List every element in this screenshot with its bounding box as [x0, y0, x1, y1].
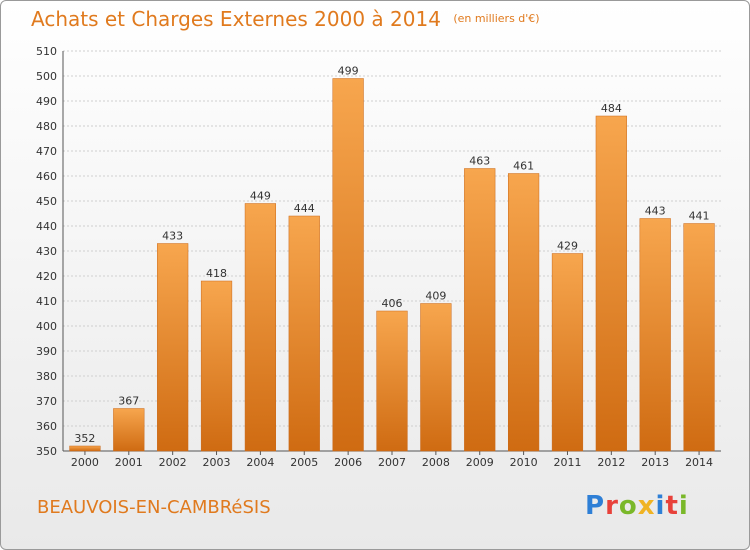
bar — [288, 215, 320, 452]
y-tick-label: 460 — [36, 170, 57, 183]
bar — [200, 280, 233, 452]
y-tick-label: 430 — [36, 245, 57, 258]
y-tick-label: 380 — [36, 370, 57, 383]
data-label: 406 — [382, 297, 403, 310]
bar — [551, 253, 584, 452]
proxiti-logo[interactable]: Proxiti — [585, 491, 689, 521]
y-tick-label: 410 — [36, 295, 57, 308]
logo-letter: i — [678, 491, 689, 521]
x-tick-label: 2013 — [641, 456, 669, 469]
data-label: 352 — [74, 432, 95, 445]
data-label: 409 — [425, 290, 446, 303]
y-tick-label: 370 — [36, 395, 57, 408]
data-label: 449 — [250, 190, 271, 203]
x-tick-label: 2014 — [685, 456, 713, 469]
bar — [464, 168, 496, 452]
data-label: 367 — [118, 395, 139, 408]
data-label: 433 — [162, 230, 183, 243]
x-tick-label: 2011 — [553, 456, 581, 469]
data-label: 429 — [557, 240, 578, 253]
y-tick-label: 500 — [36, 70, 57, 83]
data-label: 463 — [469, 155, 490, 168]
data-label: 443 — [645, 205, 666, 218]
data-label: 461 — [513, 160, 534, 173]
bar — [332, 78, 364, 452]
chart-title-text: Achats et Charges Externes 2000 à 2014 — [31, 7, 441, 31]
data-label: 441 — [689, 210, 710, 223]
chart-title: Achats et Charges Externes 2000 à 2014 (… — [31, 7, 540, 31]
logo-letter: i — [655, 491, 666, 521]
y-tick-label: 360 — [36, 420, 57, 433]
y-tick-label: 350 — [36, 445, 57, 458]
x-tick-label: 2005 — [290, 456, 318, 469]
bar — [683, 223, 715, 452]
bar — [639, 218, 671, 452]
bar — [595, 115, 627, 452]
logo-letter: x — [637, 491, 656, 521]
x-tick-label: 2012 — [597, 456, 625, 469]
bar — [507, 173, 540, 452]
x-tick-label: 2006 — [334, 456, 362, 469]
chart-unit-text: (en milliers d'€) — [453, 12, 540, 25]
y-tick-label: 390 — [36, 345, 57, 358]
x-tick-label: 2001 — [115, 456, 143, 469]
label-layer: 352 367 433 418 449 444 499 406 409 463 461 429 484 4… — [74, 65, 709, 446]
x-tick-label: 2009 — [466, 456, 494, 469]
y-tick-label: 420 — [36, 270, 57, 283]
y-tick-label: 490 — [36, 95, 57, 108]
data-label: 418 — [206, 267, 227, 280]
bar — [376, 310, 408, 452]
x-tick-label: 2000 — [71, 456, 99, 469]
logo-letter: r — [605, 491, 619, 521]
bar — [244, 203, 277, 452]
x-tick-label: 2002 — [159, 456, 187, 469]
data-label: 499 — [338, 65, 359, 78]
y-tick-label: 450 — [36, 195, 57, 208]
axis-layer: 350 360 370 380 390 400 410 420 430 440 450 460 470 4… — [36, 45, 721, 469]
logo-letter: o — [618, 491, 638, 521]
logo-letter: P — [585, 491, 606, 521]
bar — [420, 303, 452, 452]
x-tick-label: 2004 — [246, 456, 274, 469]
x-tick-label: 2008 — [422, 456, 450, 469]
y-tick-label: 480 — [36, 120, 57, 133]
y-tick-label: 440 — [36, 220, 57, 233]
bar — [113, 408, 145, 452]
y-tick-label: 510 — [36, 45, 57, 58]
bar — [157, 243, 189, 452]
x-tick-label: 2010 — [510, 456, 538, 469]
data-label: 484 — [601, 102, 622, 115]
data-label: 444 — [294, 202, 315, 215]
y-tick-label: 470 — [36, 145, 57, 158]
x-tick-label: 2007 — [378, 456, 406, 469]
commune-name: BEAUVOIS-EN-CAMBRéSIS — [37, 497, 271, 518]
bar — [69, 445, 101, 452]
logo-letter: t — [665, 491, 679, 521]
x-tick-label: 2003 — [203, 456, 231, 469]
y-tick-label: 400 — [36, 320, 57, 333]
bar-layer — [69, 78, 715, 452]
